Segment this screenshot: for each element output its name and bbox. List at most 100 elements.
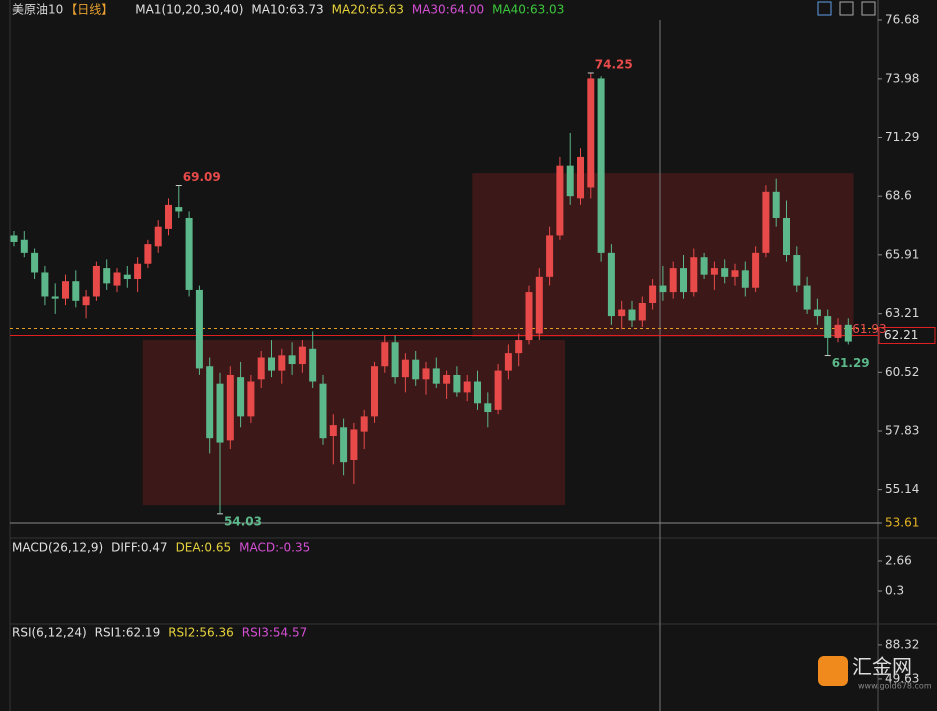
candle-body [494, 370, 502, 410]
header-text: MA30:64.00 [412, 3, 484, 17]
header-text: RSI2:56.36 [168, 626, 234, 640]
candle-body [51, 296, 59, 299]
header-text: DEA:0.65 [176, 541, 232, 555]
period: 【日线】 [65, 3, 113, 17]
candle-body [453, 374, 461, 393]
candle-body [185, 217, 193, 290]
candle-body [319, 383, 327, 439]
annotation: 74.25 [595, 57, 633, 71]
candle-body [793, 255, 801, 286]
price-box [878, 326, 936, 344]
candle-body [484, 403, 492, 413]
candle-body [803, 285, 811, 310]
y-tick-label: 65.91 [885, 247, 919, 261]
candle-body [62, 281, 69, 299]
candle-body [535, 276, 543, 334]
candle-body [525, 292, 533, 341]
candle-body [628, 309, 636, 321]
candle-body [607, 252, 615, 317]
candle-body [309, 348, 317, 382]
symbol: 美原油10 [12, 3, 63, 17]
candle-body [350, 429, 358, 460]
y-tick-label: 60.52 [885, 365, 919, 379]
candle-body [175, 207, 183, 212]
candle-body [268, 357, 275, 371]
y-tick-label: 76.68 [885, 13, 919, 27]
candle-body [422, 368, 430, 380]
header-text: MACD(26,12,9) [12, 541, 103, 555]
candle-body [443, 374, 451, 384]
logo: 汇金网 www.gold678.com [818, 655, 932, 691]
header-text: RSI3:54.57 [242, 626, 308, 640]
y-tick-label: 68.6 [885, 189, 912, 203]
candle-body [298, 346, 306, 365]
candle-body [546, 235, 554, 277]
tool-icon[interactable] [817, 1, 832, 16]
candle-body [618, 309, 626, 317]
candle-body [401, 359, 409, 378]
candle-body [649, 285, 657, 304]
tool-icon[interactable] [861, 1, 876, 16]
candle-body [710, 268, 718, 275]
candle-body [844, 324, 852, 342]
candle-body [463, 381, 471, 393]
candle-body [226, 374, 234, 441]
header-text: DIFF:0.47 [111, 541, 167, 555]
candle-body [783, 217, 790, 256]
header-text: MACD:-0.35 [239, 541, 310, 555]
candle-body [741, 270, 749, 288]
header-text: MA20:65.63 [332, 3, 404, 17]
candle-body [154, 226, 162, 247]
candle-body [20, 239, 28, 253]
axis-bg [878, 0, 937, 711]
candle-body [123, 274, 131, 280]
y-tick-label: 55.14 [885, 482, 919, 496]
price-label: 62.21 [884, 328, 918, 342]
candle-body [772, 191, 780, 218]
candle-body [134, 263, 142, 280]
candle-body [206, 366, 214, 439]
candle-body [144, 244, 152, 264]
candle-body [371, 366, 378, 417]
y-tick-label: 73.98 [885, 71, 919, 85]
candle-body [432, 368, 440, 384]
candle-body [700, 257, 708, 275]
candle-body [329, 425, 337, 437]
y-tick-label: 49.63 [885, 671, 919, 685]
candle-body [474, 381, 481, 404]
candle-body [381, 342, 389, 367]
candle-body [31, 252, 39, 273]
header-text: MA1(10,20,30,40) [135, 3, 243, 17]
y-tick-label: 2.66 [885, 553, 912, 567]
candle-body [195, 289, 203, 369]
candle-body [587, 78, 595, 188]
candle-body [92, 265, 100, 297]
header-text: MA40:63.03 [492, 3, 564, 17]
logo-icon [818, 656, 848, 686]
toolbar [817, 1, 876, 16]
candle-body [824, 316, 832, 338]
candle-body [504, 353, 512, 371]
tool-icon[interactable] [839, 1, 854, 16]
candle-body [288, 355, 296, 365]
candle-body [113, 272, 121, 286]
candle-body [556, 165, 564, 236]
candle-body [103, 268, 111, 284]
candle-body [72, 281, 80, 301]
candle-body [360, 416, 368, 432]
candle-body [566, 165, 574, 197]
candle-body [257, 357, 265, 380]
candle-body [752, 252, 760, 288]
annotation: 69.09 [183, 170, 221, 184]
candle-body [391, 342, 399, 378]
y-tick-label: 57.83 [885, 423, 919, 437]
annotation: 61.29 [832, 356, 870, 370]
y-tick-label: 53.61 [885, 516, 919, 530]
header-text: RSI1:62.19 [95, 626, 161, 640]
candle-body [669, 268, 677, 293]
candle-body [834, 324, 842, 338]
candle-body [340, 427, 348, 463]
logo-text: 汇金网 [852, 655, 912, 679]
candle-body [577, 156, 584, 199]
